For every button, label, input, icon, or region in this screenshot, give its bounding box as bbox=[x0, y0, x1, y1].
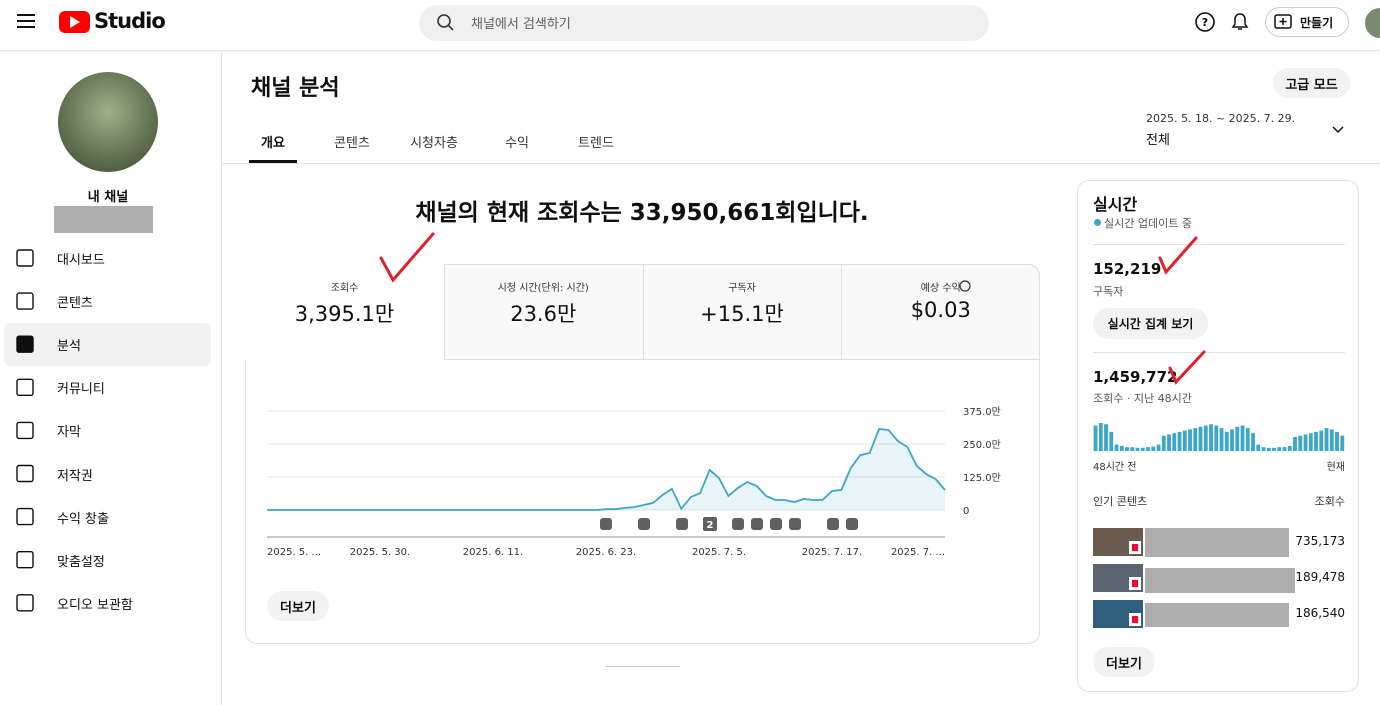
headline: 채널의 현재 조회수는 33,950,661회입니다. bbox=[415, 200, 869, 226]
menu-icon bbox=[16, 507, 34, 526]
subscriber-label: 구독자 bbox=[1093, 285, 1124, 298]
hourly-end-label: 현재 bbox=[1326, 462, 1345, 473]
redacted-block bbox=[54, 206, 153, 233]
menu-icon bbox=[16, 594, 34, 612]
tab[interactable]: 콘텐츠 bbox=[334, 136, 370, 151]
realtime-card bbox=[1077, 180, 1359, 692]
top-content-views[interactable]: 735,173 bbox=[1295, 534, 1345, 548]
create-button-label: 만들기 bbox=[1300, 16, 1334, 30]
hourly-start-label: 48시간 전 bbox=[1093, 462, 1137, 473]
metric-value: 23.6만 bbox=[510, 302, 577, 326]
logo-icon[interactable] bbox=[59, 11, 90, 33]
view-label: 조회수 · 지난 48시간 bbox=[1093, 392, 1192, 405]
top-content-views[interactable]: 189,478 bbox=[1295, 570, 1345, 584]
tab[interactable]: 트렌드 bbox=[578, 136, 614, 151]
active-menu-bg bbox=[4, 323, 211, 366]
metric-tab[interactable] bbox=[642, 264, 842, 360]
menu-icon bbox=[16, 551, 34, 569]
metric-tab[interactable] bbox=[443, 264, 643, 360]
menu-item[interactable]: 맞춤설정 bbox=[57, 554, 105, 570]
menu-item[interactable]: 자막 bbox=[57, 425, 81, 441]
menu-icon bbox=[16, 292, 34, 310]
metric-tab[interactable] bbox=[841, 264, 1041, 360]
top-content-label: 인기 콘텐츠 bbox=[1093, 495, 1148, 508]
menu-icon bbox=[16, 421, 34, 440]
menu-icon bbox=[16, 464, 34, 483]
menu-item[interactable]: 수익 창출 bbox=[57, 511, 109, 527]
menu-item[interactable]: 대시보드 bbox=[57, 253, 105, 268]
page-title: 채널 분석 bbox=[251, 76, 340, 101]
tabs-divider bbox=[222, 163, 1380, 164]
active-tab-underline bbox=[249, 160, 297, 163]
live-count-button[interactable]: 실시간 집계 보기 bbox=[1093, 308, 1208, 339]
menu-item[interactable]: 커뮤니티 bbox=[57, 382, 105, 398]
scroll-hint bbox=[605, 666, 680, 667]
sidebar-divider bbox=[221, 51, 222, 705]
channel-name: 내 채널 bbox=[87, 190, 129, 205]
tab[interactable]: 개요 bbox=[261, 136, 285, 151]
search-placeholder: 채널에서 검색하기 bbox=[471, 17, 571, 32]
realtime-more-button[interactable]: 더보기 bbox=[1093, 647, 1155, 677]
top-content-views[interactable]: 186,540 bbox=[1295, 606, 1345, 620]
metric-label: 시청 시간(단위: 시간) bbox=[497, 283, 589, 294]
account-avatar[interactable] bbox=[1365, 8, 1380, 38]
top-content-metric: 조회수 bbox=[1314, 495, 1345, 508]
live-dot bbox=[1094, 219, 1101, 226]
metric-label: 예상 수익 bbox=[920, 283, 961, 294]
realtime-title: 실시간 bbox=[1093, 195, 1138, 214]
date-chevron[interactable] bbox=[1332, 126, 1344, 134]
advanced-mode-button[interactable]: 고급 모드 bbox=[1273, 68, 1350, 98]
metric-label: 구독자 bbox=[728, 283, 756, 294]
logo-text[interactable]: Studio bbox=[94, 9, 166, 33]
metric-value: $0.03 bbox=[910, 298, 971, 322]
divider bbox=[1093, 244, 1345, 245]
subscriber-count: 152,219 bbox=[1093, 260, 1162, 278]
menu-icon bbox=[16, 249, 34, 267]
tab[interactable]: 시청자층 bbox=[410, 136, 458, 151]
realtime-status: 실시간 업데이트 중 bbox=[1104, 217, 1192, 230]
create-button[interactable] bbox=[1265, 7, 1349, 37]
metric-value: +15.1만 bbox=[700, 302, 784, 326]
top-bar bbox=[0, 0, 1380, 51]
more-button[interactable]: 더보기 bbox=[267, 591, 329, 621]
metric-value: 3,395.1만 bbox=[294, 302, 395, 326]
menu-icon bbox=[16, 378, 34, 396]
menu-item[interactable]: 콘텐츠 bbox=[57, 296, 93, 312]
menu-item[interactable]: 분석 bbox=[57, 339, 81, 355]
search-box[interactable] bbox=[419, 5, 989, 41]
tab[interactable]: 수익 bbox=[505, 136, 529, 151]
menu-item[interactable]: 저작권 bbox=[57, 468, 93, 484]
date-range[interactable]: 2025. 5. 18. ~ 2025. 7. 29. bbox=[1146, 112, 1296, 125]
menu-item[interactable]: 오디오 보관함 bbox=[57, 597, 133, 613]
date-scope[interactable]: 전체 bbox=[1146, 133, 1170, 148]
view-count: 1,459,772 bbox=[1093, 368, 1178, 386]
metric-label: 조회수 bbox=[330, 283, 359, 294]
channel-avatar[interactable] bbox=[58, 72, 158, 172]
divider bbox=[1093, 352, 1345, 353]
